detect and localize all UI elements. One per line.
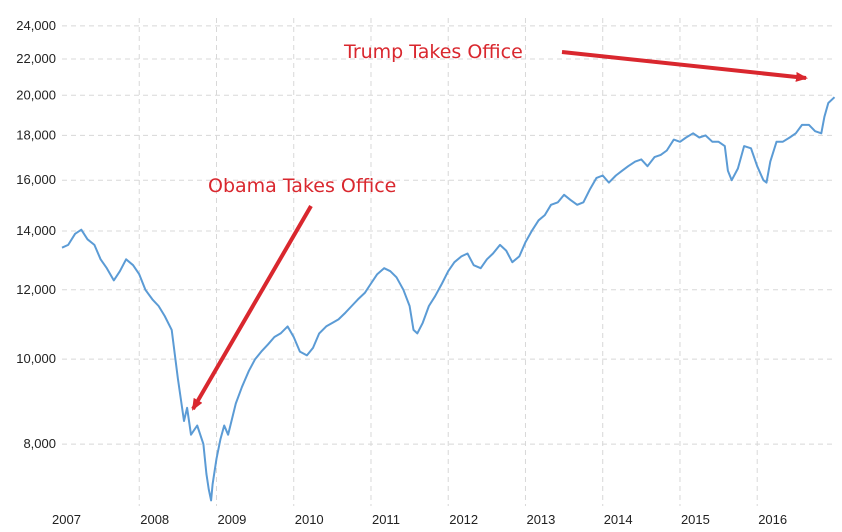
y-tick-label: 10,000 xyxy=(16,351,56,366)
x-tick-label: 2007 xyxy=(52,512,81,527)
y-tick-label: 16,000 xyxy=(16,172,56,187)
x-tick-label: 2016 xyxy=(758,512,787,527)
trump-annotation-label: Trump Takes Office xyxy=(343,41,523,63)
x-tick-label: 2011 xyxy=(372,512,400,527)
series-line xyxy=(61,96,836,502)
y-tick-label: 20,000 xyxy=(16,87,56,102)
y-tick-label: 8,000 xyxy=(23,436,56,451)
x-tick-label: 2010 xyxy=(295,512,324,527)
x-tick-label: 2009 xyxy=(217,512,246,527)
x-tick-label: 2013 xyxy=(526,512,555,527)
y-tick-label: 22,000 xyxy=(16,51,56,66)
y-tick-label: 12,000 xyxy=(16,282,56,297)
x-axis-tick-labels: 2007 2008 2009 2010 2011 2012 2013 2014 2015 2016 xyxy=(52,512,787,527)
y-tick-label: 24,000 xyxy=(16,18,56,33)
obama-annotation-arrow xyxy=(191,204,313,411)
x-tick-label: 2008 xyxy=(140,512,169,527)
y-tick-label: 14,000 xyxy=(16,223,56,238)
x-tick-label: 2012 xyxy=(449,512,478,527)
trump-annotation-arrow xyxy=(561,50,808,82)
obama-annotation-label: Obama Takes Office xyxy=(208,175,396,197)
x-tick-label: 2014 xyxy=(604,512,633,527)
x-tick-label: 2015 xyxy=(681,512,710,527)
grid xyxy=(62,18,836,506)
y-axis-tick-labels: 8,000 10,000 12,000 14,000 16,000 18,000 20,00… xyxy=(16,18,56,451)
y-tick-label: 18,000 xyxy=(16,127,56,142)
